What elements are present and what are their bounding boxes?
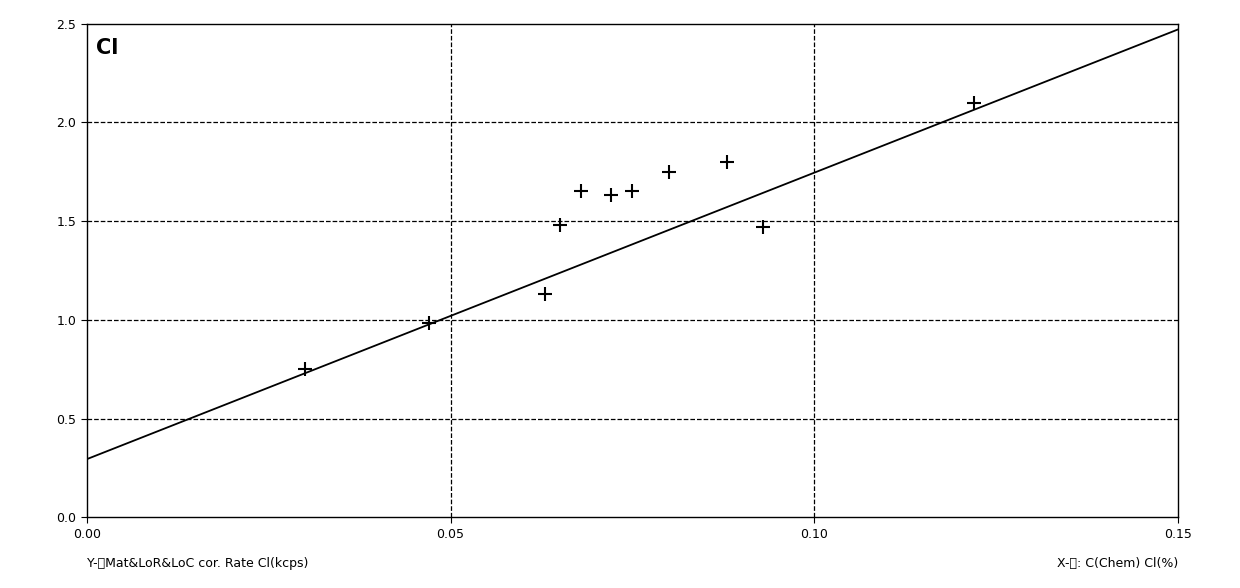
Point (572, 187, 591, 196)
Text: Y-轴Mat&LoR&LoC cor. Rate Cl(kcps): Y-轴Mat&LoR&LoC cor. Rate Cl(kcps) (87, 557, 309, 570)
Point (658, 167, 678, 176)
Text: Cl: Cl (95, 38, 118, 58)
Point (549, 220, 569, 230)
Point (717, 157, 737, 166)
Point (754, 222, 774, 232)
Point (965, 98, 985, 107)
Point (295, 365, 315, 374)
Point (536, 289, 556, 299)
Point (600, 191, 620, 200)
Point (419, 318, 439, 328)
Point (622, 187, 642, 196)
Text: X-轴: C(Chem) Cl(%): X-轴: C(Chem) Cl(%) (1056, 557, 1178, 570)
